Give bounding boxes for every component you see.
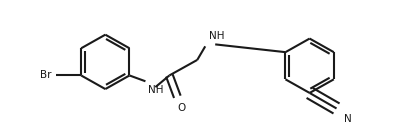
Text: Br: Br (40, 70, 51, 81)
Text: O: O (177, 103, 185, 113)
Text: NH: NH (209, 30, 224, 41)
Text: NH: NH (148, 85, 164, 95)
Text: N: N (342, 114, 350, 124)
